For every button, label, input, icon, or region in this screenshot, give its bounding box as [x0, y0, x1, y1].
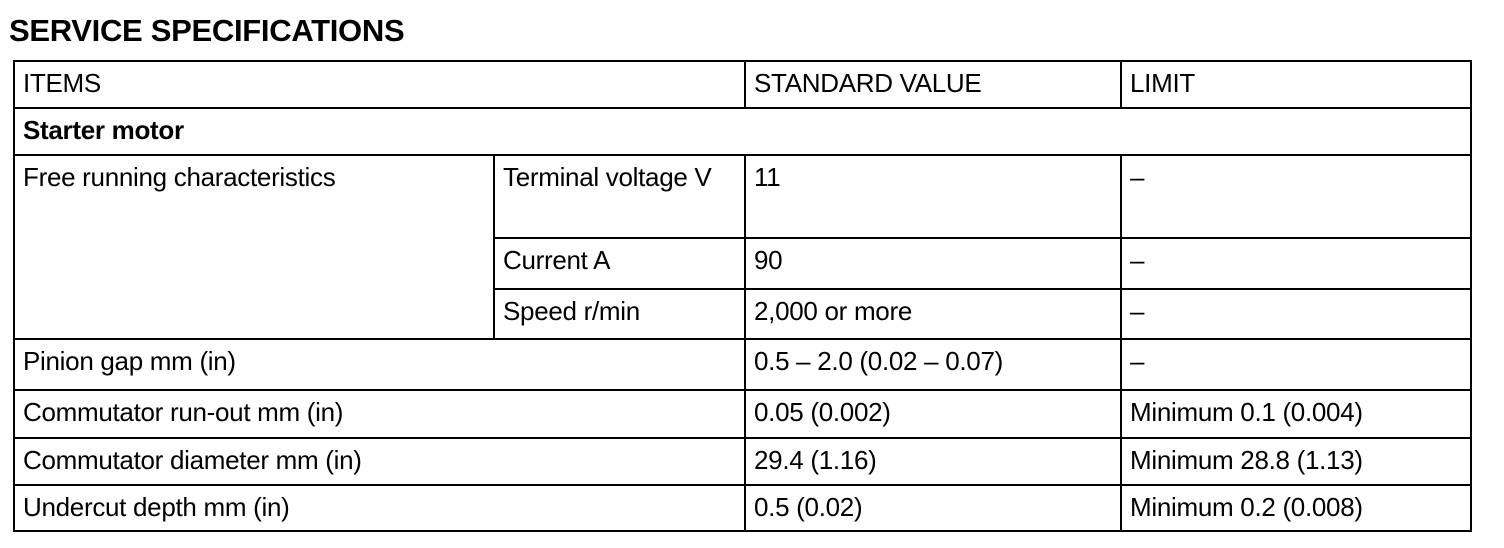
limit-cell: Minimum 0.2 (0.008) — [1120, 484, 1473, 532]
table-row: Undercut depth mm (in) 0.5 (0.02) Minimu… — [12, 484, 1473, 532]
item-cell: Terminal voltage V — [492, 154, 747, 239]
standard-cell: 0.05 (0.002) — [744, 389, 1123, 439]
page-title: SERVICE SPECIFICATIONS — [9, 13, 405, 48]
limit-cell: – — [1120, 237, 1473, 290]
item-cell: Commutator run-out mm (in) — [12, 389, 747, 439]
header-row: ITEMS STANDARD VALUE LIMIT — [12, 60, 1473, 109]
standard-cell: 0.5 – 2.0 (0.02 – 0.07) — [744, 338, 1123, 391]
standard-cell: 11 — [744, 154, 1123, 239]
free-running-label: Free running characteristics — [13, 154, 495, 340]
limit-cell: – — [1120, 338, 1473, 391]
standard-cell: 90 — [744, 237, 1123, 290]
item-cell: Pinion gap mm (in) — [12, 338, 747, 391]
section-title: Starter motor — [12, 107, 1473, 156]
standard-cell: 0.5 (0.02) — [744, 484, 1123, 532]
item-cell: Undercut depth mm (in) — [12, 484, 747, 532]
header-standard: STANDARD VALUE — [744, 60, 1123, 109]
table-row: Free running characteristics Terminal vo… — [13, 154, 1473, 340]
standard-cell: 29.4 (1.16) — [744, 437, 1123, 486]
header-items: ITEMS — [12, 60, 747, 109]
standard-cell: 2,000 or more — [744, 288, 1123, 340]
table-row: Commutator run-out mm (in) 0.05 (0.002) … — [12, 389, 1473, 439]
header-limit: LIMIT — [1120, 60, 1473, 109]
limit-cell: Minimum 28.8 (1.13) — [1120, 437, 1473, 486]
section-row: Starter motor — [12, 107, 1473, 156]
table-row: Current A 90 – — [14, 237, 1473, 290]
limit-cell: – — [1120, 154, 1473, 239]
table-row: Pinion gap mm (in) 0.5 – 2.0 (0.02 – 0.0… — [12, 338, 1473, 391]
item-cell: Current A — [492, 237, 747, 290]
item-cell: Commutator diameter mm (in) — [12, 437, 747, 486]
table-row: Speed r/min 2,000 or more – — [14, 288, 1473, 340]
specifications-table: ITEMS STANDARD VALUE LIMIT Starter motor… — [12, 60, 1473, 532]
limit-cell: – — [1120, 288, 1473, 340]
table-row: Commutator diameter mm (in) 29.4 (1.16) … — [12, 437, 1473, 486]
item-cell: Speed r/min — [492, 288, 747, 340]
limit-cell: Minimum 0.1 (0.004) — [1120, 389, 1473, 439]
